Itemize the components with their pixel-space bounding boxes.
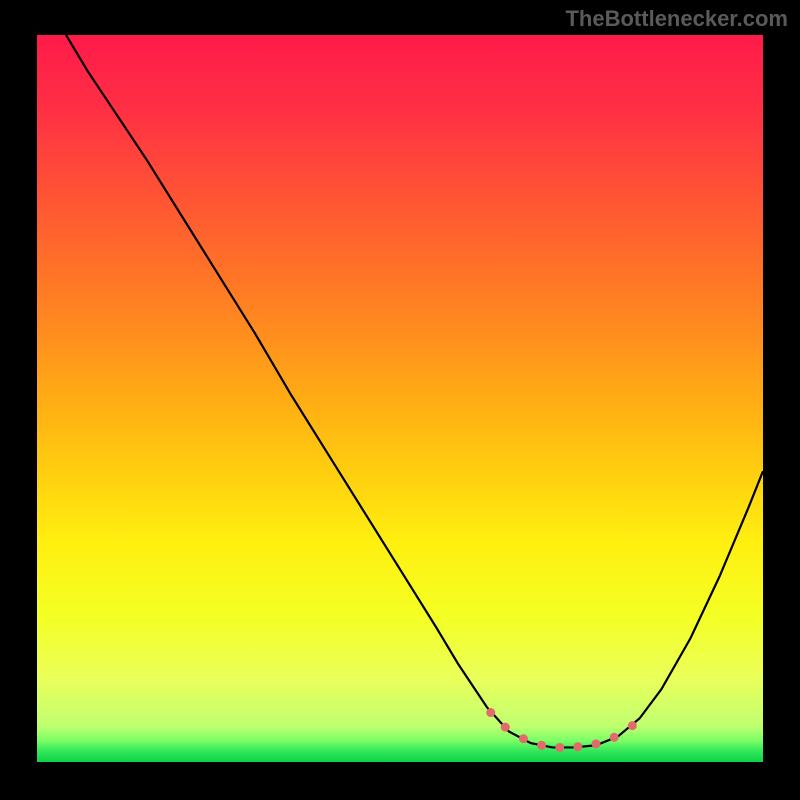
trough-marker xyxy=(501,723,510,732)
trough-marker xyxy=(573,742,582,751)
trough-marker xyxy=(519,734,528,743)
trough-marker xyxy=(486,708,495,717)
trough-marker xyxy=(610,733,619,742)
watermark-text: TheBottlenecker.com xyxy=(565,6,788,32)
trough-marker xyxy=(628,721,637,730)
trough-marker xyxy=(555,743,564,752)
chart-svg xyxy=(37,35,763,762)
trough-marker xyxy=(537,741,546,750)
chart-background xyxy=(37,35,763,762)
plot-area xyxy=(37,35,763,762)
chart-container: TheBottlenecker.com xyxy=(0,0,800,800)
trough-marker xyxy=(592,739,601,748)
